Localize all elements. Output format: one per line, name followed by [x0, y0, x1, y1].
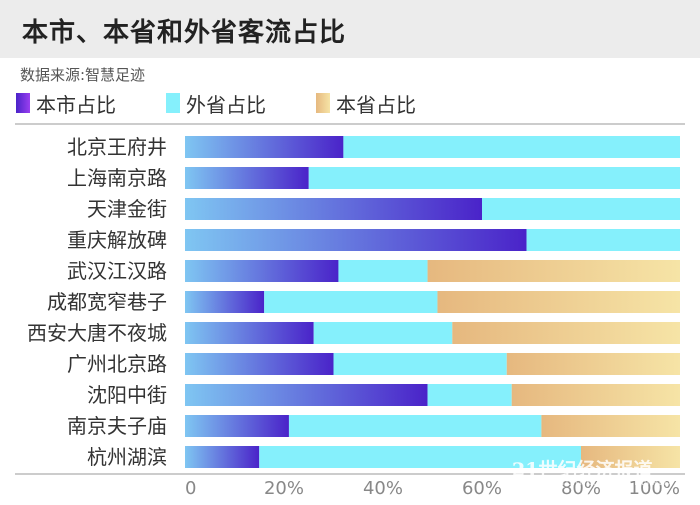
x-tick-label: 0	[185, 478, 196, 499]
category-label: 杭州湖滨	[87, 445, 167, 469]
bar-segment-other-province	[333, 353, 507, 375]
category-label: 重庆解放碑	[67, 228, 167, 252]
bar-segment-other-province	[427, 384, 512, 406]
bar-segment-local	[185, 291, 265, 313]
bar-segment-other-province	[308, 167, 680, 189]
category-label: 西安大唐不夜城	[27, 321, 167, 345]
title-bar	[0, 0, 700, 58]
category-label: 成都宽窄巷子	[47, 290, 167, 314]
x-tick-label: 80%	[561, 478, 601, 499]
category-label: 南京夫子庙	[67, 414, 167, 438]
bar-segment-same-province	[427, 260, 680, 282]
watermark-logo: 21世纪经济报道	[512, 459, 653, 481]
source-note: 数据来源:智慧足迹	[20, 66, 146, 84]
bar-segment-local	[185, 415, 289, 437]
legend-label-local: 本市占比	[36, 92, 116, 117]
bar-segment-same-province	[541, 415, 680, 437]
bar-segment-other-province	[338, 260, 428, 282]
bar-segment-other-province	[313, 322, 453, 344]
bar-segment-local	[185, 167, 309, 189]
bar-segment-other-province	[264, 291, 438, 313]
x-tick-label: 60%	[462, 478, 502, 499]
bar-segment-local	[185, 384, 428, 406]
bar-segment-same-province	[506, 353, 680, 375]
bar-segment-same-province	[452, 322, 680, 344]
category-label: 天津金街	[87, 197, 167, 221]
bar-segment-local	[185, 446, 260, 468]
x-tick-label: 100%	[629, 478, 680, 499]
bar-segment-local	[185, 322, 314, 344]
category-label: 沈阳中街	[87, 383, 167, 407]
bar-segment-local	[185, 260, 339, 282]
x-tick-label: 40%	[363, 478, 403, 499]
bar-segment-other-province	[482, 198, 680, 220]
bar-segment-other-province	[343, 136, 680, 158]
legend-label-same-province: 本省占比	[336, 92, 416, 117]
category-label: 上海南京路	[67, 166, 167, 190]
legend-label-other-province: 外省占比	[186, 92, 266, 117]
legend-item-other-province: 外省占比	[166, 90, 266, 117]
bar-segment-other-province	[288, 415, 542, 437]
bar-segment-same-province	[511, 384, 680, 406]
category-label: 北京王府井	[67, 135, 167, 159]
legend-swatch-other-province	[166, 93, 180, 113]
category-label: 广州北京路	[67, 352, 167, 376]
bar-segment-local	[185, 353, 334, 375]
bar-segment-local	[185, 136, 344, 158]
bar-segment-other-province	[259, 446, 581, 468]
category-label: 武汉江汉路	[67, 259, 167, 283]
legend-item-same-province: 本省占比	[316, 90, 416, 117]
watermark-subtitle: 21ST CENTURY BUSINESS HERALD	[516, 478, 671, 488]
legend-item-local: 本市占比	[16, 90, 116, 117]
bar-segment-same-province	[437, 291, 680, 313]
legend-swatch-local	[16, 93, 30, 113]
legend-swatch-same-province	[316, 93, 330, 113]
x-tick-label: 20%	[264, 478, 304, 499]
bar-segment-other-province	[526, 229, 680, 251]
bar-segment-local	[185, 229, 527, 251]
bar-segment-local	[185, 198, 482, 220]
chart-title: 本市、本省和外省客流占比	[22, 18, 347, 48]
bar-segment-same-province	[581, 446, 680, 468]
